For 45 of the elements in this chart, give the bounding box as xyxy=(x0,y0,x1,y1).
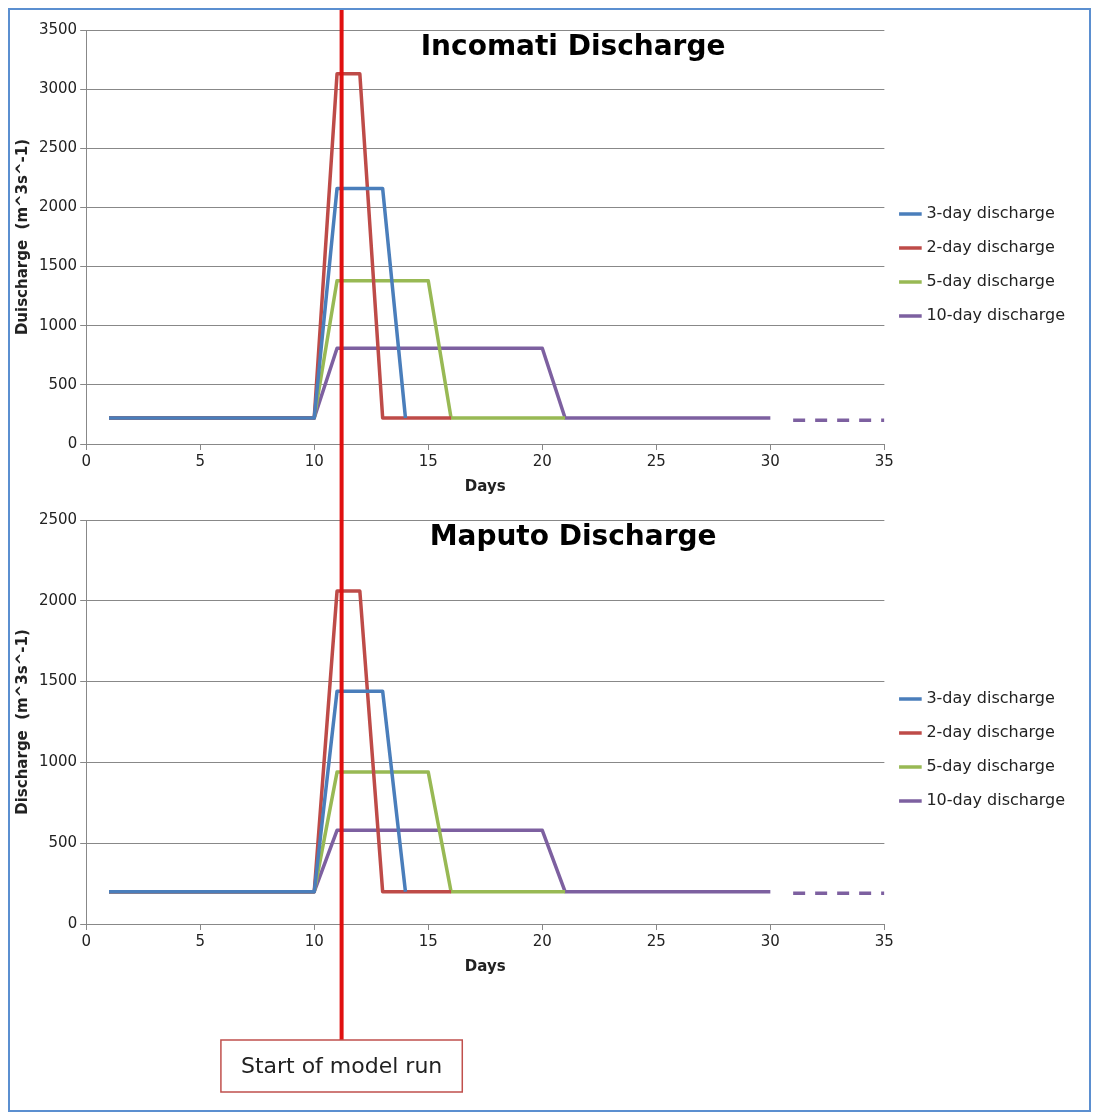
y-tick-label: 0 xyxy=(67,913,78,932)
y-tick-label: 3000 xyxy=(38,79,78,98)
x-tick-label: 25 xyxy=(646,451,666,470)
x-tick-label: 15 xyxy=(418,931,438,950)
y-tick-label: 1000 xyxy=(38,752,78,771)
x-axis-title: Days xyxy=(464,956,506,975)
x-tick-label: 20 xyxy=(532,451,552,470)
x-tick-label: 20 xyxy=(532,931,552,950)
legend-label: 2-day discharge xyxy=(926,722,1055,742)
y-axis-title: Duischarge (m^3s^-1) xyxy=(12,138,31,336)
x-tick-label: 5 xyxy=(195,931,205,950)
y-tick-label: 2500 xyxy=(38,509,78,528)
x-tick-label: 0 xyxy=(81,931,91,950)
y-tick-label: 1000 xyxy=(38,315,78,334)
x-tick-label: 15 xyxy=(418,451,438,470)
legend-label: 5-day discharge xyxy=(926,271,1055,291)
x-tick-label: 30 xyxy=(760,451,780,470)
legend-label: 3-day discharge xyxy=(926,203,1055,223)
x-axis-title: Days xyxy=(464,476,506,495)
y-tick-label: 500 xyxy=(48,374,78,393)
x-tick-label: 35 xyxy=(874,931,894,950)
x-tick-label: 30 xyxy=(760,931,780,950)
legend-label: 10-day discharge xyxy=(926,305,1065,325)
y-tick-label: 1500 xyxy=(38,671,78,690)
y-tick-label: 2000 xyxy=(38,590,78,609)
legend-label: 5-day discharge xyxy=(926,756,1055,776)
y-tick-label: 0 xyxy=(67,433,78,452)
ref-line-label: Start of model run xyxy=(240,1052,443,1078)
legend-label: 10-day discharge xyxy=(926,790,1065,810)
x-tick-label: 10 xyxy=(304,931,324,950)
x-tick-label: 35 xyxy=(874,451,894,470)
x-tick-label: 10 xyxy=(304,451,324,470)
y-tick-label: 3500 xyxy=(38,19,78,38)
y-tick-label: 1500 xyxy=(38,256,78,275)
x-tick-label: 5 xyxy=(195,451,205,470)
x-tick-label: 0 xyxy=(81,451,91,470)
y-tick-label: 500 xyxy=(48,833,78,852)
chart-title: Incomati Discharge xyxy=(420,29,726,63)
y-tick-label: 2500 xyxy=(38,138,78,157)
y-axis-title: Discharge (m^3s^-1) xyxy=(12,629,31,815)
x-tick-label: 25 xyxy=(646,931,666,950)
chart-title: Maputo Discharge xyxy=(429,519,717,553)
legend-label: 2-day discharge xyxy=(926,237,1055,257)
y-tick-label: 2000 xyxy=(38,197,78,216)
legend-label: 3-day discharge xyxy=(926,688,1055,708)
